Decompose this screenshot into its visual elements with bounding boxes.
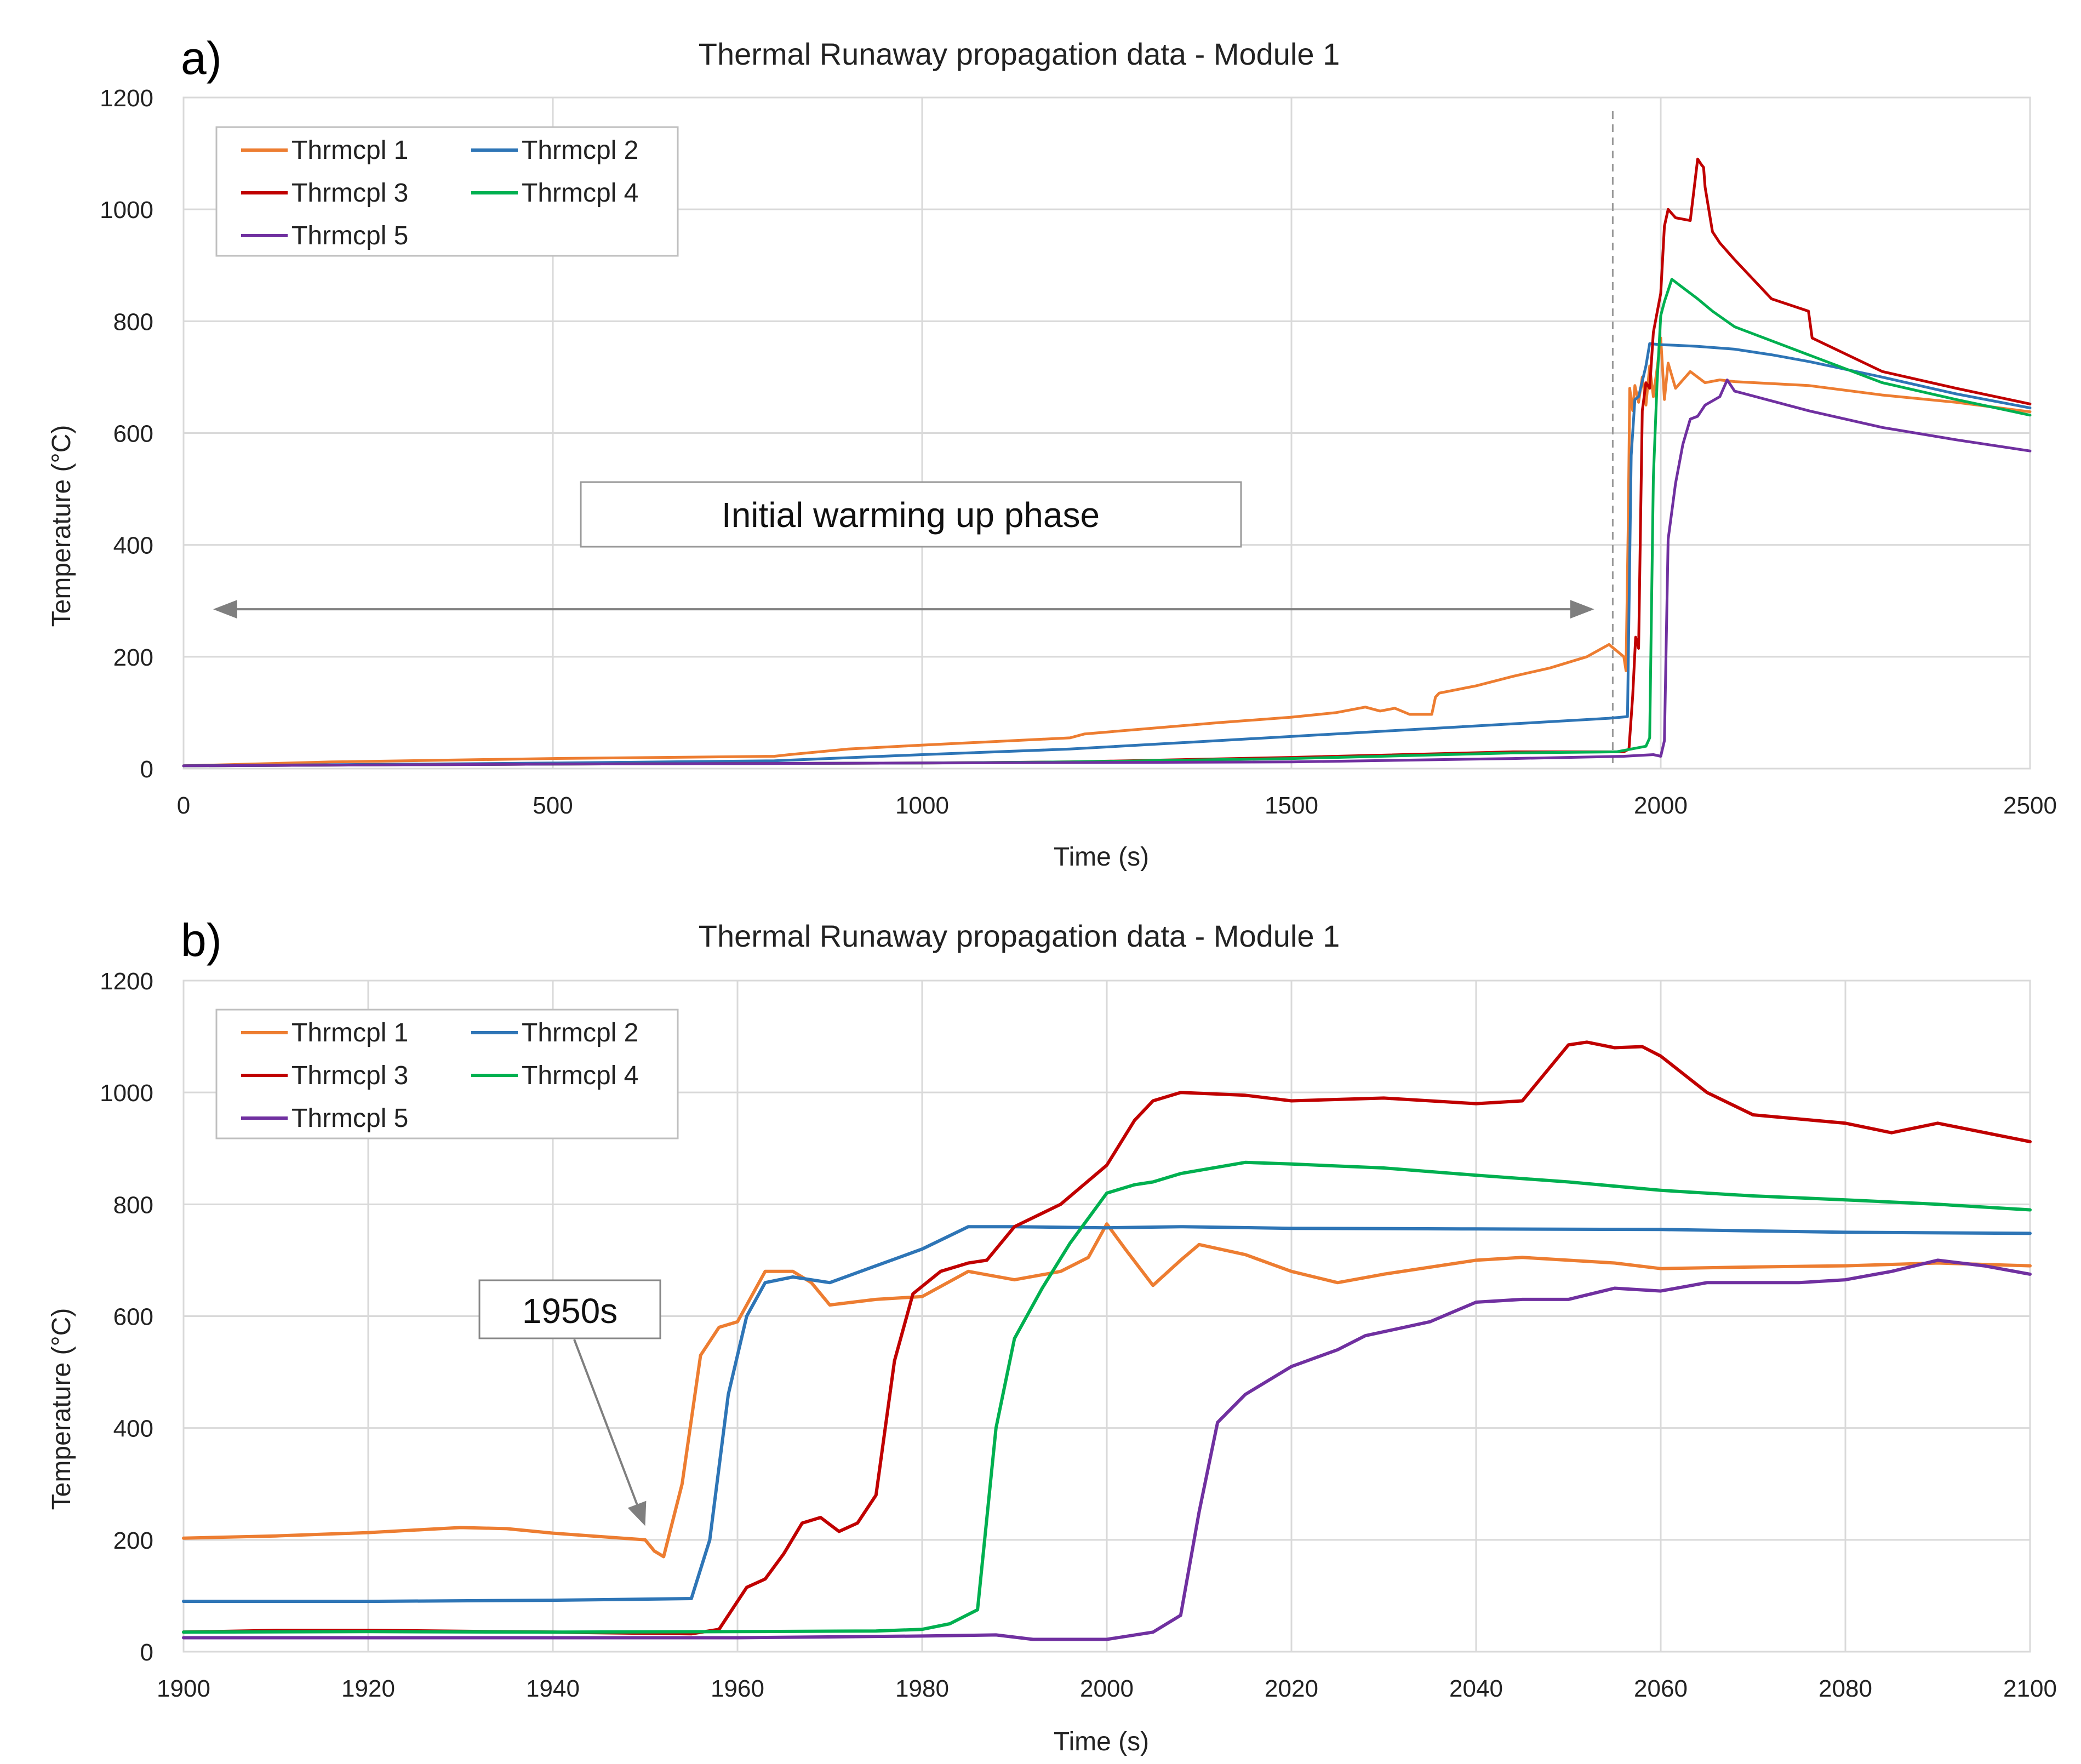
x-tick-label: 2060: [1634, 1675, 1688, 1702]
y-tick-label: 1000: [100, 1080, 153, 1107]
panel-a-x-ticks: 0 500 1000 1500 2000 2500: [177, 792, 2057, 819]
panel-a-legend: Thrmcpl 1 Thrmcpl 2 Thrmcpl 3 Thrmcpl 4 Thrm…: [215, 126, 679, 257]
annotation-arrow-shaft: [573, 1339, 638, 1505]
y-tick-label: 400: [113, 532, 153, 559]
panel-b-y-label: Temperature (°C): [47, 1308, 76, 1510]
panel-a-annotations: Initial warming up phase: [580, 481, 1242, 548]
legend-entry-label: Thrmcpl 2: [522, 136, 638, 165]
y-tick-label: 1000: [100, 197, 153, 224]
series-line-thrmcpl-2: [182, 1225, 2032, 1603]
annotation-box: [580, 481, 1242, 548]
y-tick-label: 600: [113, 421, 153, 448]
x-tick-label: 2000: [1634, 792, 1688, 819]
panel-b-title: Thermal Runaway propagation data - Modul…: [699, 919, 1340, 953]
legend-entry-label: Thrmcpl 4: [522, 1061, 638, 1090]
panel-a-range-arrow: [213, 600, 1594, 619]
y-tick-label: 1200: [100, 85, 153, 112]
x-tick-label: 2500: [2003, 792, 2057, 819]
x-tick-label: 2100: [2003, 1675, 2057, 1702]
x-tick-label: 1920: [341, 1675, 395, 1702]
annotation-1950s-arrow: [573, 1339, 647, 1526]
series-line-thrmcpl-3: [182, 1040, 2032, 1636]
panel-b-legend: Thrmcpl 1 Thrmcpl 2 Thrmcpl 3 Thrmcpl 4 Thrm…: [215, 1009, 679, 1139]
panel-b-x-label: Time (s): [1054, 1727, 1149, 1756]
panel-b-series: [182, 1040, 2032, 1641]
y-tick-label: 200: [113, 1527, 153, 1554]
series-line-thrmcpl-1: [182, 1222, 2032, 1559]
legend-entry-label: Thrmcpl 4: [522, 179, 638, 208]
x-tick-label: 1000: [895, 792, 949, 819]
y-tick-label: 800: [113, 1192, 153, 1218]
x-tick-label: 1940: [526, 1675, 580, 1702]
legend-box: [215, 1009, 679, 1139]
x-tick-label: 1960: [711, 1675, 764, 1702]
series-line-thrmcpl-5: [182, 379, 2032, 768]
panel-b-annotations: 1950s: [478, 1279, 661, 1526]
legend-entry-label: Thrmcpl 5: [291, 221, 408, 250]
y-tick-label: 400: [113, 1416, 153, 1442]
x-tick-label: 2020: [1265, 1675, 1318, 1702]
x-tick-label: 1900: [157, 1675, 210, 1702]
range-arrow-head-right: [1570, 600, 1594, 619]
series-line-thrmcpl-4: [182, 1160, 2032, 1634]
panel-b-x-ticks: 1900 1920 1940 1960 1980 2000 2020 2040 2060 2080…: [157, 1675, 2057, 1702]
panel-a: a) Thermal Runaway propagation data - Mo…: [47, 32, 2057, 872]
y-tick-label: 600: [113, 1304, 153, 1331]
series-line-thrmcpl-5: [182, 1258, 2032, 1641]
y-tick-label: 200: [113, 644, 153, 671]
x-tick-label: 2080: [1819, 1675, 1872, 1702]
annotation-1950s-text: 1950s: [522, 1291, 618, 1331]
legend-entry-label: Thrmcpl 5: [291, 1104, 408, 1133]
panel-a-y-ticks: 0 200 400 600 800 1000 1200: [100, 85, 153, 783]
y-tick-label: 1200: [100, 968, 153, 995]
x-tick-label: 500: [533, 792, 573, 819]
x-tick-label: 1500: [1265, 792, 1318, 819]
series-line-thrmcpl-2: [182, 342, 2032, 768]
legend-entry-label: Thrmcpl 3: [291, 179, 408, 208]
panel-a-title: Thermal Runaway propagation data - Modul…: [699, 37, 1340, 71]
legend-entry-label: Thrmcpl 3: [291, 1061, 408, 1090]
x-tick-label: 2040: [1449, 1675, 1503, 1702]
legend-entry-label: Thrmcpl 1: [291, 136, 408, 165]
panel-b-letter: b): [181, 914, 222, 966]
series-line-thrmcpl-4: [182, 278, 2032, 768]
x-tick-label: 0: [177, 792, 190, 819]
annotation-arrow-head: [627, 1500, 647, 1526]
plot-area-border: [182, 96, 2031, 770]
panel-b: b) Thermal Runaway propagation data - Mo…: [47, 914, 2057, 1756]
panel-a-x-label: Time (s): [1054, 843, 1149, 872]
annotation-box-text: Initial warming up phase: [722, 495, 1100, 535]
panel-a-letter: a): [181, 32, 222, 84]
y-tick-label: 800: [113, 308, 153, 335]
y-tick-label: 0: [140, 1639, 153, 1666]
range-arrow-head-left: [213, 600, 237, 619]
panel-a-y-label: Temperature (°C): [47, 425, 76, 627]
panel-a-series: [182, 157, 2032, 768]
legend-entry-label: Thrmcpl 2: [522, 1018, 638, 1047]
series-line-thrmcpl-1: [182, 336, 2032, 768]
legend-box: [215, 126, 679, 257]
y-tick-label: 0: [140, 756, 153, 783]
plot-area-border: [182, 980, 2031, 1653]
x-tick-label: 1980: [895, 1675, 949, 1702]
x-tick-label: 2000: [1080, 1675, 1134, 1702]
annotation-1950s-box: [478, 1279, 661, 1339]
panel-b-y-ticks: 0 200 400 600 800 1000 1200: [100, 968, 153, 1666]
legend-entry-label: Thrmcpl 1: [291, 1018, 408, 1047]
